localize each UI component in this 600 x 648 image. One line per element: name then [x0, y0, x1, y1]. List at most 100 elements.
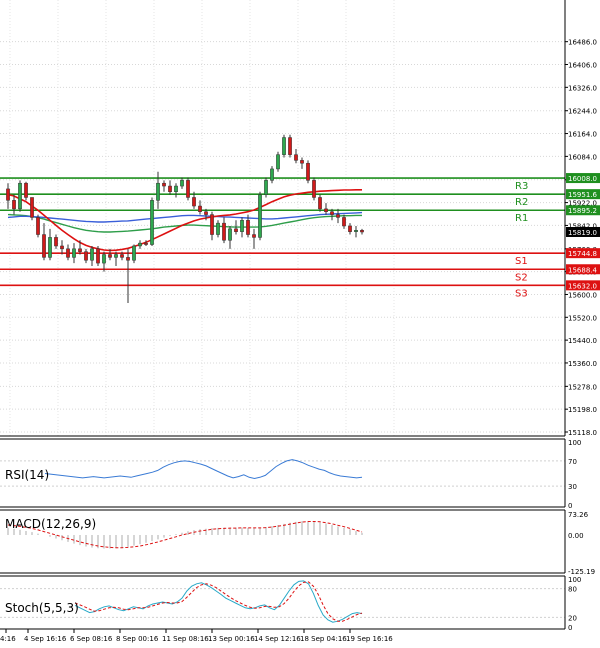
- macd-tick-label: 73.26: [568, 511, 589, 519]
- ma-blue-line: [7, 211, 363, 223]
- candle-body: [348, 225, 352, 232]
- rsi-tick-label: 100: [568, 439, 581, 447]
- price-tick-label: 15922.0: [568, 200, 597, 208]
- price-tick-label: 15520.0: [568, 314, 597, 322]
- price-tick-label: 16326.0: [568, 84, 597, 92]
- candle-body: [246, 220, 250, 235]
- candle-body: [294, 154, 298, 161]
- candle-body: [228, 228, 232, 241]
- candle-body: [330, 211, 334, 215]
- time-tick-label: 4 Sep 16:16: [24, 635, 67, 643]
- candle-body: [168, 185, 172, 193]
- time-tick-label: 19 Sep 16:16: [346, 635, 393, 643]
- candle-body: [42, 234, 46, 258]
- time-tick-label: 8 Sep 00:16: [116, 635, 159, 643]
- price-grid: [0, 0, 565, 436]
- level-badge-s2: [566, 264, 600, 275]
- candle-body: [180, 180, 184, 187]
- price-tick-label: 16406.0: [568, 62, 597, 70]
- candle-body: [30, 197, 34, 218]
- price-tick-label: 16084.0: [568, 153, 597, 161]
- moving-averages: [7, 189, 363, 252]
- candle-body: [72, 248, 76, 258]
- ma-green-line: [7, 213, 362, 233]
- price-tick-label: 16164.0: [568, 131, 597, 139]
- macd-histogram: [7, 521, 363, 549]
- candle-body: [156, 182, 160, 201]
- time-tick-label: 6 Sep 08:16: [70, 635, 113, 643]
- candle-body: [222, 222, 226, 241]
- candle-body: [36, 217, 40, 235]
- candle-body: [102, 254, 106, 264]
- stoch-lines: [74, 580, 363, 623]
- price-axis: 16486.0 16406.0 16326.0 16244.0 16164.0 16084…: [565, 39, 597, 437]
- level-badge-r3: [566, 173, 600, 184]
- rsi-tick-label: 0: [568, 502, 572, 510]
- stoch-k-line: [74, 580, 363, 623]
- price-tick-label: 16486.0: [568, 39, 597, 47]
- price-tick-label: 15842.0: [568, 222, 597, 230]
- time-axis: 4:16 4 Sep 16:16 6 Sep 08:16 8 Sep 00:16 11 …: [0, 629, 393, 643]
- candle-body: [126, 257, 130, 261]
- level-badge-s3: [566, 280, 600, 291]
- candle-body: [150, 200, 154, 245]
- candle-body: [282, 137, 286, 155]
- rsi-series-line: [44, 459, 363, 480]
- candle-body: [204, 211, 208, 215]
- level-badge-text-r1: 15895.2: [568, 207, 597, 215]
- price-tick-label: 15278.0: [568, 383, 597, 391]
- current-price-text: 15819.0: [568, 229, 597, 237]
- candle-body: [132, 245, 136, 261]
- candle-body: [324, 208, 328, 212]
- level-badge-text-s3: 15632.0: [568, 282, 597, 290]
- candle-body: [90, 248, 94, 261]
- candle-body: [300, 160, 304, 164]
- candle-body: [96, 248, 100, 264]
- rsi-line: [44, 459, 363, 480]
- macd-panel: 73.26 0.00 -125.19 MACD(12,26,9): [5, 511, 595, 576]
- stoch-axis: 100 80 20 0: [568, 576, 581, 632]
- macd-axis: 73.26 0.00 -125.19: [568, 511, 595, 576]
- macd-tick-label: 0.00: [568, 532, 584, 540]
- level-names: R3 R2 R1 S1 S2 S3: [515, 181, 528, 299]
- candle-body: [84, 251, 88, 261]
- candle-body: [18, 182, 22, 210]
- level-badges: 16008.0 15951.6 15895.2 15744.8 15688.4 15632…: [566, 173, 600, 291]
- price-tick-label: 15118.0: [568, 429, 597, 437]
- stoch-tick-label: 20: [568, 614, 577, 622]
- rsi-tick-label: 70: [568, 458, 577, 466]
- stoch-tick-label: 0: [568, 624, 572, 632]
- stoch-grid: [0, 588, 565, 618]
- pivot-levels: [0, 177, 565, 287]
- candle-body: [6, 188, 10, 201]
- candle-body: [360, 230, 364, 233]
- level-badge-s1: [566, 248, 600, 259]
- candle-body: [210, 214, 214, 235]
- candle-body: [24, 182, 28, 198]
- candlesticks: [6, 134, 364, 304]
- candle-body: [318, 197, 322, 210]
- price-tick-label: 15198.0: [568, 406, 597, 414]
- level-badge-text-s2: 15688.4: [568, 266, 597, 274]
- stoch-panel: 100 80 20 0 Stoch(5,5,3): [0, 576, 581, 632]
- price-tick-label: 16244.0: [568, 108, 597, 116]
- level-name-r3: R3: [515, 181, 528, 192]
- price-tick-label: 15600.0: [568, 291, 597, 299]
- candle-body: [306, 162, 310, 181]
- level-badge-r2: [566, 189, 600, 200]
- time-tick-label: 18 Sep 04:16: [300, 635, 347, 643]
- level-name-r1: R1: [515, 213, 528, 224]
- level-badge-text-s1: 15744.8: [568, 250, 597, 258]
- candle-body: [216, 222, 220, 235]
- price-tick-label: 15360.0: [568, 360, 597, 368]
- candle-body: [48, 237, 52, 258]
- candle-body: [258, 194, 262, 238]
- stoch-tick-label: 100: [568, 576, 581, 584]
- price-tick-label: 15440.0: [568, 337, 597, 345]
- candle-body: [114, 254, 118, 258]
- level-name-s1: S1: [515, 256, 528, 267]
- candle-body: [234, 228, 238, 232]
- candle-body: [336, 214, 340, 218]
- level-badge-text-r2: 15951.6: [568, 191, 597, 199]
- candle-body: [66, 248, 70, 258]
